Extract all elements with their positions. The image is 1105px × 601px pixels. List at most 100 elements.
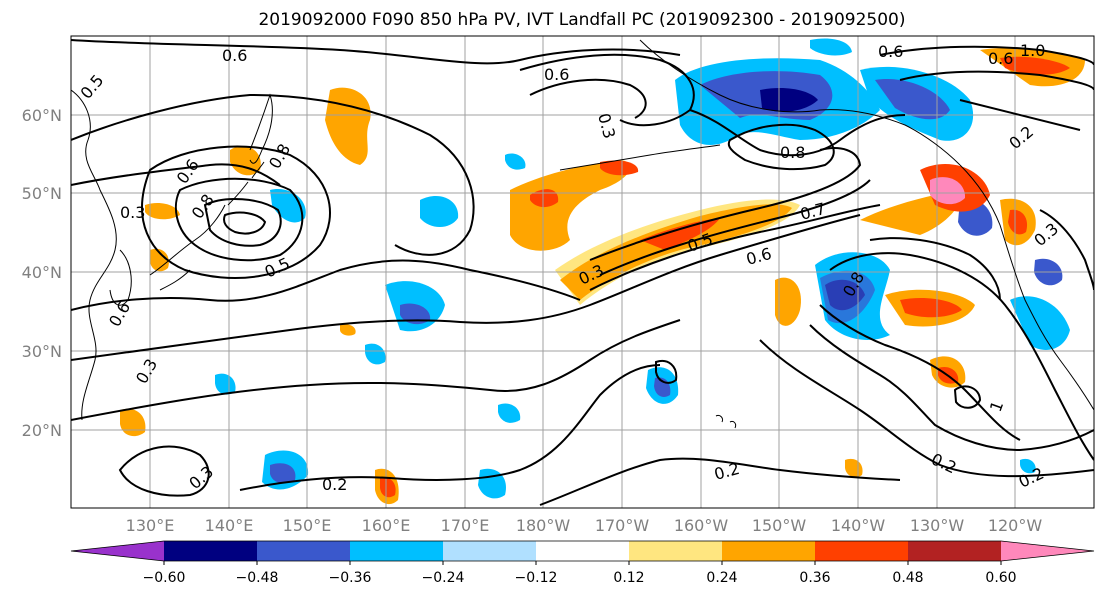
pv-region xyxy=(1010,296,1070,350)
map-frame xyxy=(70,35,1095,509)
pv-region xyxy=(820,270,875,324)
longitude-tick-labels: 130°E 140°E 150°E 160°E 170°E 180°W 170°… xyxy=(126,516,1043,535)
contour-line xyxy=(899,70,1094,91)
contour-line xyxy=(599,179,871,276)
contour-line xyxy=(223,211,267,235)
pv-region xyxy=(530,189,559,208)
contour-label: 0.6 xyxy=(222,46,247,65)
contour-line xyxy=(689,109,906,157)
colorbar-tick-label: −0.36 xyxy=(329,570,372,586)
pv-region xyxy=(510,160,631,251)
colorbar-tick-label: 0.36 xyxy=(799,570,830,586)
colorbar-ticks: −0.60 −0.48 −0.36 −0.24 −0.12 0.12 0.24 0.36 0.4… xyxy=(143,561,1017,586)
coastlines xyxy=(71,39,1094,429)
pv-region xyxy=(775,277,801,326)
colorbar-tick-label: 0.60 xyxy=(985,570,1016,586)
contour-line xyxy=(529,78,647,119)
colorbar-segment xyxy=(908,541,1002,561)
colorbar-segment xyxy=(629,541,723,561)
contour-label: 0.6 xyxy=(544,65,569,84)
colorbar: −0.60 −0.48 −0.36 −0.24 −0.12 0.12 0.24 0.36 0.4… xyxy=(70,540,1095,586)
colorbar-tick-label: −0.48 xyxy=(236,570,279,586)
lon-tick-label: 150°W xyxy=(752,516,807,535)
coastline-aleutians xyxy=(559,144,721,171)
pv-region xyxy=(400,303,431,325)
contour-line xyxy=(141,145,331,279)
colorbar-segment xyxy=(536,541,630,561)
contour-line xyxy=(71,259,581,311)
contour-label: 0.2 xyxy=(322,475,347,494)
contour-line xyxy=(879,45,1094,66)
contour-line xyxy=(203,198,282,247)
pv-region xyxy=(270,463,296,484)
colorbar-segment xyxy=(815,541,909,561)
pv-region xyxy=(380,477,396,498)
contour-line xyxy=(1039,209,1094,291)
contour-line xyxy=(819,304,1021,441)
lon-tick-label: 140°E xyxy=(205,516,254,535)
contour-line xyxy=(869,237,1001,301)
lon-tick-label: 150°E xyxy=(283,516,332,535)
coastline-hawaii xyxy=(715,415,737,429)
contour-label: 0.6 xyxy=(878,42,903,61)
contour-line xyxy=(71,214,861,361)
coastline-alaska xyxy=(639,39,961,166)
pv-region xyxy=(340,324,356,336)
contour-line xyxy=(959,99,1081,131)
contour-line xyxy=(539,457,901,506)
contour-line xyxy=(239,364,661,491)
pv-region xyxy=(325,87,371,165)
coastline-kuril xyxy=(227,161,265,206)
pv-region xyxy=(640,218,720,250)
contour-label: 0.6 xyxy=(988,49,1013,68)
pv-region xyxy=(420,196,459,227)
contour-line xyxy=(589,147,862,261)
lon-tick-label: 170°E xyxy=(441,516,490,535)
pv-region xyxy=(1020,458,1036,474)
contour-line xyxy=(589,204,881,291)
map-panel: 0.6 0.5 0.6 0.3 0.8 0.6 1.0 0.6 0.8 0.2 … xyxy=(70,35,1095,509)
pv-region xyxy=(365,343,386,365)
pv-region xyxy=(900,298,962,318)
pv-region xyxy=(760,88,818,112)
colorbar-segment xyxy=(164,541,258,561)
contour-label: 1.0 xyxy=(1020,41,1045,60)
pv-region xyxy=(875,79,950,120)
contour-line xyxy=(953,385,982,409)
lon-tick-label: 180°W xyxy=(516,516,571,535)
lon-tick-label: 160°W xyxy=(674,516,729,535)
pv-region xyxy=(810,38,852,56)
colorbar-tick-label: −0.60 xyxy=(143,570,186,586)
lon-tick-label: 170°W xyxy=(595,516,650,535)
lon-tick-label: 160°E xyxy=(362,516,411,535)
contour-line xyxy=(727,123,835,171)
figure-title: 2019092000 F090 850 hPa PV, IVT Landfall… xyxy=(258,10,905,30)
colorbar-segments xyxy=(70,540,1095,562)
pv-region xyxy=(930,177,966,205)
coastline-kamchatka xyxy=(249,93,273,164)
pv-region xyxy=(560,204,792,300)
pv-region xyxy=(145,203,180,220)
colorbar-tick-label: 0.48 xyxy=(892,570,923,586)
contour-label: 0.3 xyxy=(120,203,145,222)
colorbar-segment xyxy=(71,541,164,561)
lon-tick-label: 140°W xyxy=(831,516,886,535)
contour-line xyxy=(829,252,1094,461)
colorbar-tick-label: 0.12 xyxy=(613,570,644,586)
colorbar-segment xyxy=(350,541,444,561)
coastline-asia xyxy=(71,89,117,421)
contour-line xyxy=(655,360,678,384)
contour-line xyxy=(71,39,681,65)
colorbar-segment xyxy=(443,541,537,561)
pv-region xyxy=(498,403,521,423)
contour-line xyxy=(71,93,475,256)
colorbar-segment xyxy=(1001,541,1094,561)
contour-line xyxy=(809,324,1094,452)
colorbar-tick-label: 0.24 xyxy=(706,570,737,586)
colorbar-tick-label: −0.24 xyxy=(422,570,465,586)
contour-line xyxy=(118,445,210,497)
lon-tick-label: 120°W xyxy=(988,516,1043,535)
contour-label: 0.8 xyxy=(780,143,805,162)
colorbar-tick-label: −0.12 xyxy=(515,570,558,586)
